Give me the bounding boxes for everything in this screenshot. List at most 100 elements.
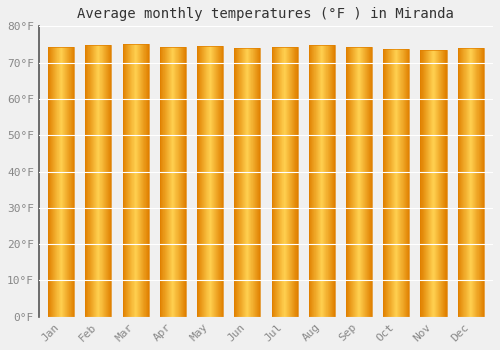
Bar [333,45,334,317]
Bar [88,45,89,317]
Bar [248,48,249,317]
Bar [391,49,392,317]
Bar [217,46,218,317]
Bar [96,45,97,317]
Bar [247,48,248,317]
Bar [71,47,72,317]
Bar [242,48,243,317]
Bar [437,49,438,317]
Bar [409,49,410,317]
Bar [288,47,289,317]
Bar [442,49,443,317]
Bar [420,49,446,317]
Bar [426,49,427,317]
Bar [234,48,235,317]
Bar [177,47,178,317]
Bar [476,48,477,317]
Bar [220,46,221,317]
Bar [200,46,201,317]
Bar [441,49,442,317]
Bar [383,49,384,317]
Bar [140,44,141,317]
Bar [56,47,57,317]
Bar [162,47,163,317]
Bar [401,49,402,317]
Bar [135,44,136,317]
Bar [66,47,67,317]
Bar [432,49,433,317]
Bar [393,49,394,317]
Bar [160,47,161,317]
Bar [386,49,387,317]
Bar [466,48,467,317]
Bar [313,45,314,317]
Bar [127,44,128,317]
Bar [395,49,396,317]
Bar [133,44,134,317]
Bar [219,46,220,317]
Bar [87,45,88,317]
Bar [346,47,372,317]
Bar [73,47,74,317]
Bar [51,47,52,317]
Bar [311,45,312,317]
Bar [201,46,202,317]
Bar [250,48,251,317]
Bar [222,46,223,317]
Bar [57,47,58,317]
Bar [67,47,68,317]
Bar [424,49,425,317]
Bar [390,49,391,317]
Bar [122,44,123,317]
Bar [384,49,385,317]
Bar [206,46,207,317]
Bar [362,47,363,317]
Bar [163,47,164,317]
Bar [308,45,335,317]
Bar [171,47,172,317]
Bar [64,47,65,317]
Bar [205,46,206,317]
Bar [356,47,357,317]
Bar [93,45,94,317]
Bar [130,44,131,317]
Bar [428,49,429,317]
Bar [357,47,358,317]
Bar [54,47,55,317]
Bar [125,44,126,317]
Bar [429,49,430,317]
Bar [101,45,102,317]
Bar [308,45,310,317]
Bar [348,47,349,317]
Bar [165,47,166,317]
Bar [475,48,476,317]
Bar [483,48,484,317]
Bar [367,47,368,317]
Bar [430,49,431,317]
Bar [167,47,168,317]
Bar [89,45,90,317]
Bar [397,49,398,317]
Bar [207,46,208,317]
Bar [65,47,66,317]
Bar [107,45,108,317]
Bar [403,49,404,317]
Bar [420,49,421,317]
Bar [327,45,328,317]
Bar [331,45,332,317]
Bar [402,49,403,317]
Bar [389,49,390,317]
Bar [252,48,253,317]
Bar [179,47,180,317]
Bar [346,47,347,317]
Bar [404,49,405,317]
Bar [421,49,422,317]
Bar [351,47,352,317]
Bar [310,45,311,317]
Bar [235,48,236,317]
Bar [102,45,103,317]
Bar [289,47,290,317]
Bar [438,49,439,317]
Bar [256,48,257,317]
Bar [90,45,91,317]
